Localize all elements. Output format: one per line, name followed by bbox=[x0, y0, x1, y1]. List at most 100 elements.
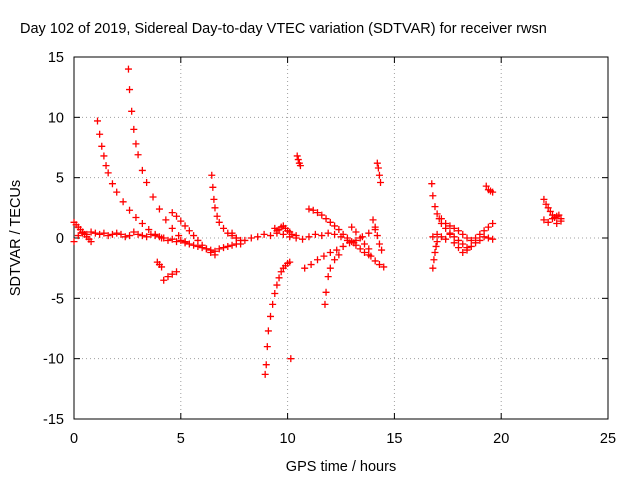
data-point bbox=[360, 240, 368, 248]
x-tick-label: 25 bbox=[600, 431, 616, 447]
data-point bbox=[365, 229, 373, 237]
data-point bbox=[299, 235, 307, 243]
data-point bbox=[134, 151, 142, 159]
data-point bbox=[168, 209, 176, 217]
data-point bbox=[173, 238, 181, 246]
data-point bbox=[275, 274, 283, 282]
data-point bbox=[318, 232, 326, 240]
data-point bbox=[202, 245, 210, 253]
series-drop-3 bbox=[429, 238, 441, 272]
data-point bbox=[431, 203, 439, 211]
data-point bbox=[198, 241, 206, 249]
data-point bbox=[286, 258, 294, 266]
series-tail-1 bbox=[367, 252, 388, 271]
data-point bbox=[472, 239, 480, 247]
series-spike-3 bbox=[482, 182, 497, 196]
data-point bbox=[213, 212, 221, 220]
data-point bbox=[267, 312, 275, 320]
data-point bbox=[301, 264, 309, 272]
data-point bbox=[173, 212, 181, 220]
y-tick-label: 5 bbox=[56, 171, 64, 187]
data-point bbox=[130, 228, 138, 236]
data-point bbox=[273, 281, 281, 289]
data-point bbox=[429, 264, 437, 272]
data-point bbox=[339, 242, 347, 250]
data-point bbox=[331, 230, 339, 238]
data-point bbox=[138, 220, 146, 228]
data-point bbox=[279, 230, 287, 238]
data-point bbox=[544, 204, 552, 212]
data-point bbox=[296, 162, 304, 170]
series-spike-1 bbox=[293, 152, 304, 170]
data-point bbox=[215, 245, 223, 253]
data-point bbox=[480, 233, 488, 241]
data-point bbox=[326, 218, 334, 226]
data-point bbox=[544, 218, 552, 226]
data-point bbox=[181, 222, 189, 230]
data-point bbox=[208, 171, 216, 179]
data-point bbox=[124, 65, 132, 73]
data-point bbox=[143, 233, 151, 241]
data-point bbox=[277, 268, 285, 276]
series-arc-2 bbox=[124, 65, 189, 246]
data-point bbox=[380, 263, 388, 271]
data-point bbox=[459, 248, 467, 256]
data-point bbox=[307, 261, 315, 269]
data-point bbox=[476, 236, 484, 244]
data-point bbox=[454, 227, 462, 235]
y-tick-label: 10 bbox=[48, 110, 64, 126]
data-point bbox=[241, 236, 249, 244]
data-point bbox=[360, 248, 368, 256]
data-point bbox=[211, 204, 219, 212]
data-point bbox=[130, 125, 138, 133]
data-point bbox=[121, 233, 129, 241]
data-point bbox=[126, 206, 134, 214]
data-point bbox=[378, 246, 386, 254]
data-point bbox=[373, 232, 381, 240]
data-point bbox=[269, 300, 277, 308]
data-point bbox=[374, 164, 382, 172]
data-point bbox=[98, 142, 106, 150]
data-point bbox=[356, 234, 364, 242]
data-point bbox=[326, 264, 334, 272]
x-tick-label: 0 bbox=[70, 431, 78, 447]
data-point bbox=[138, 166, 146, 174]
data-point bbox=[467, 242, 475, 250]
data-point bbox=[446, 222, 454, 230]
data-point bbox=[371, 223, 379, 231]
series-arc-12 bbox=[437, 215, 497, 244]
data-point bbox=[429, 192, 437, 200]
data-point bbox=[93, 117, 101, 125]
data-point bbox=[100, 229, 108, 237]
data-point bbox=[321, 300, 329, 308]
data-point bbox=[459, 230, 467, 238]
data-point bbox=[484, 234, 492, 242]
data-point bbox=[489, 235, 497, 243]
data-point bbox=[365, 245, 373, 253]
data-point bbox=[542, 200, 550, 208]
data-point bbox=[128, 107, 136, 115]
data-point bbox=[149, 193, 157, 201]
data-point bbox=[224, 242, 232, 250]
data-point bbox=[463, 246, 471, 254]
x-tick-label: 10 bbox=[280, 431, 296, 447]
data-point bbox=[108, 180, 116, 188]
data-point bbox=[113, 188, 121, 196]
data-point bbox=[293, 152, 301, 160]
data-point bbox=[482, 182, 490, 190]
data-point bbox=[433, 230, 441, 238]
data-point bbox=[546, 207, 554, 215]
data-point bbox=[162, 216, 170, 224]
series-arc-6 bbox=[228, 229, 245, 248]
data-point bbox=[108, 230, 116, 238]
series-dip-2 bbox=[160, 268, 181, 284]
data-point bbox=[262, 361, 270, 369]
data-point bbox=[134, 230, 142, 238]
data-point bbox=[264, 327, 272, 335]
data-point bbox=[194, 242, 202, 250]
data-point bbox=[311, 230, 319, 238]
data-point bbox=[175, 232, 183, 240]
data-point bbox=[143, 178, 151, 186]
data-point bbox=[489, 188, 497, 196]
